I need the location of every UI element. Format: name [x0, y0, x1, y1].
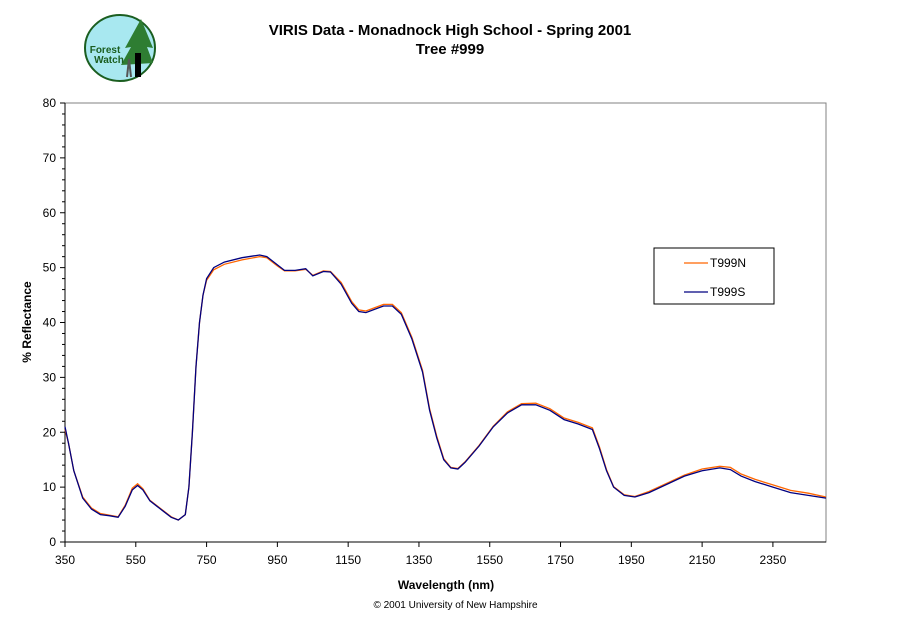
x-tick-label: 1550 [476, 553, 503, 567]
forest-watch-logo: Forest Watch [84, 14, 156, 82]
y-tick-label: 70 [43, 151, 57, 165]
y-tick-label: 80 [43, 96, 57, 110]
y-tick-label: 50 [43, 261, 57, 275]
svg-text:Watch: Watch [94, 55, 124, 66]
x-tick-label: 350 [55, 553, 75, 567]
chart-title: VIRIS Data - Monadnock High School - Spr… [268, 22, 632, 39]
y-tick-label: 40 [43, 316, 57, 330]
x-tick-label: 1150 [335, 553, 361, 567]
x-tick-label: 550 [126, 553, 146, 567]
y-tick-label: 10 [43, 480, 57, 494]
x-tick-label: 950 [267, 553, 287, 567]
x-tick-label: 2150 [689, 553, 716, 567]
x-axis-label: Wavelength (nm) [398, 578, 494, 592]
x-tick-label: 1350 [406, 553, 433, 567]
legend-label: T999S [710, 285, 745, 299]
y-tick-label: 60 [43, 206, 57, 220]
x-tick-label: 750 [197, 553, 217, 567]
x-tick-label: 1750 [547, 553, 574, 567]
y-tick-label: 30 [43, 370, 57, 384]
series-line-T999S [64, 254, 827, 521]
y-tick-label: 20 [43, 425, 57, 439]
copyright-text: © 2001 University of New Hampshire [373, 600, 538, 611]
plot-area [64, 102, 827, 543]
chart-subtitle: Tree #999 [415, 41, 485, 58]
svg-text:Forest: Forest [90, 45, 121, 56]
x-tick-label: 2350 [760, 553, 787, 567]
y-tick-label: 0 [49, 535, 56, 549]
x-tick-label: 1950 [618, 553, 645, 567]
legend: T999N T999S [653, 247, 775, 305]
legend-label: T999N [710, 256, 746, 270]
y-axis-label: % Reflectance [20, 281, 34, 363]
